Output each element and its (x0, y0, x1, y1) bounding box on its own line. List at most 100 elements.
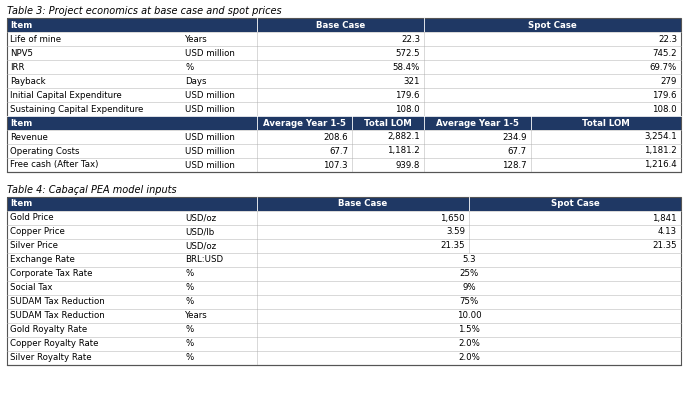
Text: 25%: 25% (460, 270, 479, 278)
Text: 572.5: 572.5 (396, 48, 420, 58)
Text: Base Case: Base Case (316, 21, 365, 29)
Bar (7, 46, 681, 60)
Text: Table 3: Project economics at base case and spot prices: Table 3: Project economics at base case … (7, 6, 281, 16)
Text: Copper Price: Copper Price (10, 228, 65, 236)
Text: Life of mine: Life of mine (10, 34, 61, 44)
Bar (7, 102, 681, 116)
Text: 279: 279 (660, 76, 677, 86)
Text: 22.3: 22.3 (401, 34, 420, 44)
Text: %: % (185, 326, 193, 334)
Bar (7, 309, 681, 323)
Bar (7, 18, 681, 32)
Text: %: % (185, 354, 193, 362)
Text: 1,650: 1,650 (440, 213, 465, 223)
Text: Base Case: Base Case (338, 200, 387, 208)
Text: Total LOM: Total LOM (582, 118, 630, 128)
Text: Payback: Payback (10, 76, 45, 86)
Bar (7, 295, 681, 309)
Text: Copper Royalty Rate: Copper Royalty Rate (10, 339, 98, 349)
Text: Table 4: Cabaçal PEA model inputs: Table 4: Cabaçal PEA model inputs (7, 185, 177, 195)
Text: 179.6: 179.6 (652, 90, 677, 100)
Bar (7, 197, 681, 365)
Text: USD million: USD million (185, 105, 235, 113)
Text: 3,254.1: 3,254.1 (644, 132, 677, 142)
Text: Silver Royalty Rate: Silver Royalty Rate (10, 354, 92, 362)
Text: Initial Capital Expenditure: Initial Capital Expenditure (10, 90, 122, 100)
Text: Gold Royalty Rate: Gold Royalty Rate (10, 326, 87, 334)
Text: Operating Costs: Operating Costs (10, 147, 80, 155)
Text: Gold Price: Gold Price (10, 213, 54, 223)
Text: %: % (185, 284, 193, 292)
Text: USD million: USD million (185, 48, 235, 58)
Text: 108.0: 108.0 (652, 105, 677, 113)
Bar (7, 18, 681, 172)
Text: 108.0: 108.0 (396, 105, 420, 113)
Text: Sustaining Capital Expenditure: Sustaining Capital Expenditure (10, 105, 143, 113)
Text: Average Year 1-5: Average Year 1-5 (436, 118, 519, 128)
Text: Social Tax: Social Tax (10, 284, 52, 292)
Text: USD million: USD million (185, 90, 235, 100)
Text: %: % (185, 339, 193, 349)
Text: USD million: USD million (185, 132, 235, 142)
Text: Years: Years (185, 312, 208, 320)
Bar (7, 253, 681, 267)
Text: Average Year 1-5: Average Year 1-5 (263, 118, 346, 128)
Text: 107.3: 107.3 (323, 160, 348, 170)
Text: 10.00: 10.00 (457, 312, 482, 320)
Text: Spot Case: Spot Case (550, 200, 599, 208)
Text: 21.35: 21.35 (652, 241, 677, 250)
Text: Total LOM: Total LOM (364, 118, 412, 128)
Bar (7, 351, 681, 365)
Bar (7, 239, 681, 253)
Text: SUDAM Tax Reduction: SUDAM Tax Reduction (10, 297, 105, 307)
Bar (7, 225, 681, 239)
Text: 4.13: 4.13 (658, 228, 677, 236)
Text: Corporate Tax Rate: Corporate Tax Rate (10, 270, 92, 278)
Bar (7, 211, 681, 225)
Text: Years: Years (185, 34, 208, 44)
Bar (7, 197, 681, 211)
Text: 2,882.1: 2,882.1 (387, 132, 420, 142)
Text: 21.35: 21.35 (440, 241, 465, 250)
Text: 1.5%: 1.5% (458, 326, 480, 334)
Text: Spot Case: Spot Case (528, 21, 577, 29)
Text: 2.0%: 2.0% (458, 354, 480, 362)
Text: 67.7: 67.7 (329, 147, 348, 155)
Text: 745.2: 745.2 (652, 48, 677, 58)
Bar (7, 74, 681, 88)
Bar (7, 32, 681, 46)
Text: 67.7: 67.7 (508, 147, 527, 155)
Text: 2.0%: 2.0% (458, 339, 480, 349)
Text: Silver Price: Silver Price (10, 241, 58, 250)
Text: 234.9: 234.9 (502, 132, 527, 142)
Bar (7, 116, 681, 130)
Text: 9%: 9% (462, 284, 476, 292)
Bar (7, 158, 681, 172)
Text: 321: 321 (403, 76, 420, 86)
Text: Item: Item (10, 21, 32, 29)
Text: 939.8: 939.8 (396, 160, 420, 170)
Text: Item: Item (10, 118, 32, 128)
Text: 75%: 75% (460, 297, 479, 307)
Text: 1,216.4: 1,216.4 (644, 160, 677, 170)
Text: SUDAM Tax Reduction: SUDAM Tax Reduction (10, 312, 105, 320)
Bar (7, 60, 681, 74)
Text: USD/oz: USD/oz (185, 213, 216, 223)
Text: BRL:USD: BRL:USD (185, 255, 223, 265)
Bar (7, 130, 681, 144)
Text: 208.6: 208.6 (323, 132, 348, 142)
Text: 128.7: 128.7 (502, 160, 527, 170)
Text: Free cash (After Tax): Free cash (After Tax) (10, 160, 98, 170)
Text: %: % (185, 270, 193, 278)
Text: 179.6: 179.6 (396, 90, 420, 100)
Text: IRR: IRR (10, 63, 25, 71)
Text: %: % (185, 297, 193, 307)
Bar (7, 144, 681, 158)
Text: 1,181.2: 1,181.2 (387, 147, 420, 155)
Text: 22.3: 22.3 (658, 34, 677, 44)
Text: USD/oz: USD/oz (185, 241, 216, 250)
Text: NPV5: NPV5 (10, 48, 33, 58)
Text: Revenue: Revenue (10, 132, 48, 142)
Text: Item: Item (10, 200, 32, 208)
Text: 3.59: 3.59 (446, 228, 465, 236)
